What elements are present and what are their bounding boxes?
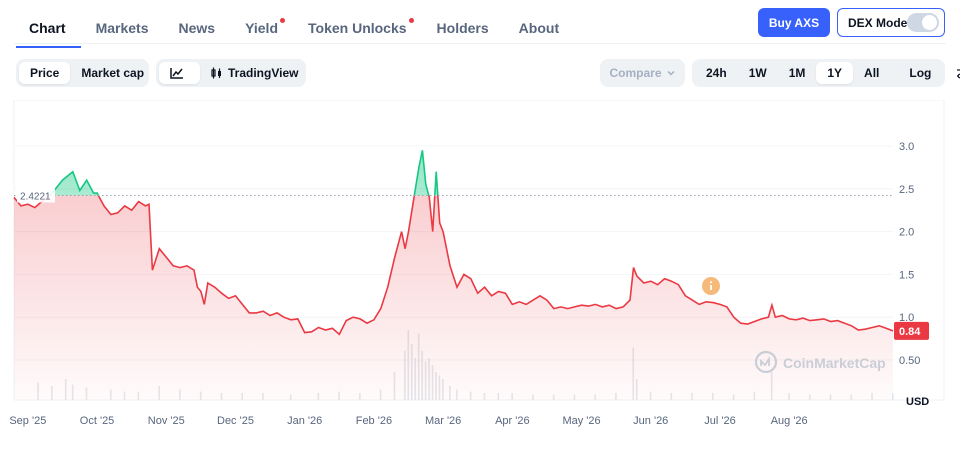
current-price-label: 0.84: [899, 326, 921, 338]
x-tick-label: Jun '26: [633, 415, 668, 427]
tab-label: Token Unlocks: [308, 20, 407, 36]
x-tick-label: Oct '25: [80, 415, 115, 427]
candlestick-icon: [211, 67, 221, 79]
x-tick-label: Feb '26: [356, 415, 392, 427]
chart-overlay: CoinMarketCap: [702, 277, 886, 374]
tab-news[interactable]: News: [163, 10, 230, 46]
market-cap-option[interactable]: Market cap: [81, 66, 145, 80]
dex-mode-toggle[interactable]: DEX Mode: [837, 8, 945, 37]
sliders-icon: [957, 69, 960, 79]
tab-label: About: [518, 20, 560, 36]
line-chart-button[interactable]: [159, 62, 200, 84]
baseline-label-bg: [17, 187, 55, 203]
range-selector: 24h 1W 1M 1Y All Log: [692, 59, 960, 87]
x-tick-label: Jan '26: [287, 415, 322, 427]
tab-label: Chart: [29, 20, 66, 36]
price-area-below: [14, 195, 893, 400]
chart-style-selector: TradingView: [156, 59, 306, 87]
tab-chart[interactable]: Chart: [14, 10, 81, 48]
tradingview-button[interactable]: TradingView: [200, 62, 309, 84]
range-1y[interactable]: 1Y: [816, 62, 854, 84]
notification-dot: [408, 18, 414, 23]
x-axis: Sep '25 Oct '25 Nov '25 Dec '25 Jan '26 Feb '…: [9, 415, 807, 427]
price-option[interactable]: Price: [19, 62, 71, 84]
x-tick-label: May '26: [562, 415, 600, 427]
range-1m[interactable]: 1M: [788, 66, 806, 80]
y-tick-label: 1.5: [899, 269, 914, 281]
x-tick-label: Dec '25: [217, 415, 254, 427]
y-axis: 3.0 2.5 2.0 1.5 1.0 0.50 USD 0.84: [894, 141, 929, 408]
range-1w[interactable]: 1W: [748, 66, 767, 80]
y-tick-label: 2.5: [899, 184, 914, 196]
watermark-text: CoinMarketCap: [783, 355, 886, 371]
metric-selector: Price Market cap: [16, 59, 149, 87]
x-tick-label: Jul '26: [704, 415, 735, 427]
tab-token-unlocks[interactable]: Token Unlocks: [293, 10, 422, 46]
x-tick-label: Mar '26: [425, 415, 461, 427]
baseline-label: 2.4221: [20, 191, 51, 202]
current-price-badge: [894, 321, 929, 340]
price-chart[interactable]: 2.4221 3.0 2.5 2.0 1.5 1.0 0.50 USD 0.84 Sep '2…: [0, 100, 960, 450]
y-tick-label: 2.0: [899, 227, 914, 239]
coinmarketcap-logo-icon: [754, 350, 778, 374]
x-tick-label: Apr '26: [495, 415, 530, 427]
tab-label: Yield: [245, 20, 278, 36]
toggle-switch[interactable]: [907, 13, 939, 32]
y-tick-label: 0.50: [899, 355, 920, 367]
tab-holders[interactable]: Holders: [422, 10, 504, 46]
unit-label: USD: [906, 396, 929, 408]
log-scale-button[interactable]: Log: [909, 66, 932, 80]
x-tick-label: Sep '25: [9, 415, 46, 427]
line-chart-icon: [170, 68, 183, 79]
tab-label: Holders: [436, 20, 489, 36]
tab-yield[interactable]: Yield: [230, 10, 293, 46]
dex-mode-label: DEX Mode: [848, 15, 908, 30]
tab-bar: Chart Markets News Yield Token Unlocks H…: [14, 10, 574, 48]
range-all[interactable]: All: [864, 66, 880, 80]
tab-about[interactable]: About: [504, 10, 574, 46]
range-24h[interactable]: 24h: [706, 66, 727, 80]
x-tick-label: Aug '26: [771, 415, 808, 427]
compare-label: Compare: [609, 66, 662, 80]
tradingview-label: TradingView: [228, 66, 299, 80]
buy-button[interactable]: Buy AXS: [758, 8, 830, 37]
info-icon: [702, 277, 720, 295]
y-tick-label: 3.0: [899, 141, 914, 153]
tab-markets[interactable]: Markets: [81, 10, 164, 46]
price-area: [13, 150, 894, 400]
tab-label: News: [178, 20, 216, 36]
y-tick-label: 1.0: [899, 312, 914, 324]
settings-button[interactable]: [950, 62, 960, 84]
notification-dot: [280, 18, 285, 23]
x-tick-label: Nov '25: [148, 415, 185, 427]
chevron-down-icon: [666, 70, 675, 76]
baseline-line: 2.4221: [14, 187, 893, 203]
price-line-below: [13, 195, 894, 336]
tab-label: Markets: [95, 20, 149, 36]
tab-divider: [14, 43, 946, 44]
compare-dropdown[interactable]: Compare: [600, 59, 685, 87]
